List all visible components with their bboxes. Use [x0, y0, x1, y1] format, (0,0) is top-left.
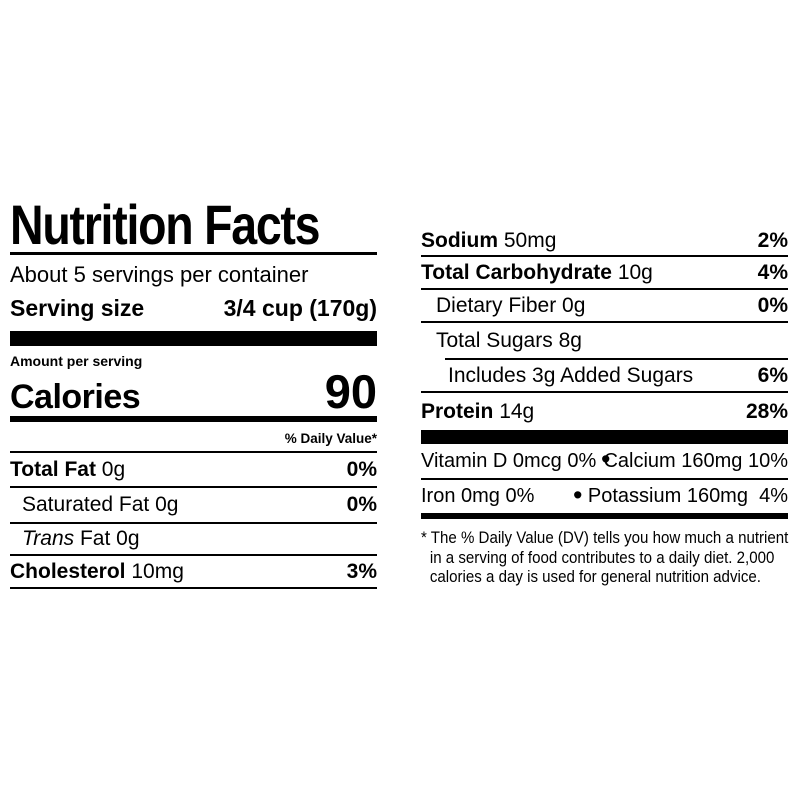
- nutrient-name: Includes 3g Added Sugars: [448, 363, 694, 387]
- micronutrient-row-1: Vitamin D 0mcg 0% • Calcium 160mg 10%: [421, 444, 788, 480]
- nutrient-amount: 10g: [617, 260, 653, 284]
- nutrient-row-sodium: Sodium 50mg 2%: [421, 226, 788, 257]
- nutrient-amount: 0g: [101, 457, 126, 481]
- serving-size-value: 3/4 cup (170g): [223, 295, 377, 321]
- nutrient-row-protein: Protein 14g 28%: [421, 393, 788, 430]
- nutrient-name: Total Sugars: [436, 328, 553, 352]
- nutrient-name: Saturated Fat: [22, 493, 150, 516]
- nutrient-row-cholesterol: Cholesterol 10mg 3%: [10, 554, 377, 589]
- footnote-line: in a serving of food contributes to a da…: [429, 547, 775, 567]
- nutrient-dv: 6%: [757, 363, 788, 387]
- nutrient-name: Fat: [79, 527, 111, 550]
- thick-divider-bar: [421, 430, 788, 444]
- amount-per-serving-label: Amount per serving: [10, 353, 143, 369]
- nutrient-amount: 0g: [562, 293, 586, 317]
- nutrient-table-left: Total Fat 0g 0% Saturated Fat 0g 0% Tran…: [10, 451, 377, 589]
- nutrient-dv: 3%: [346, 559, 377, 583]
- serving-size-label: Serving size: [10, 295, 145, 321]
- label-title: Nutrition Facts: [10, 193, 321, 256]
- calories-value: 90: [324, 365, 377, 418]
- micronutrient-left: Iron 0mg 0%: [421, 485, 535, 507]
- micronutrient-left: Vitamin D 0mcg 0%: [421, 449, 597, 472]
- nutrient-dv: 0%: [346, 493, 377, 516]
- micronutrient-row-2: Iron 0mg 0% • Potassium 160mg 4%: [421, 480, 788, 513]
- nutrient-row-total-fat: Total Fat 0g 0%: [10, 451, 377, 486]
- footnote-line: * The % Daily Value (DV) tells you how m…: [421, 528, 789, 547]
- nutrient-row-trans-fat: Trans Fat 0g: [10, 522, 377, 554]
- nutrient-dv: 28%: [745, 399, 788, 423]
- nutrient-dv: 0%: [346, 457, 377, 481]
- nutrient-row-total-carbohydrate: Total Carbohydrate 10g 4%: [421, 257, 788, 290]
- nutrient-amount: 0g: [116, 527, 140, 550]
- footnote-line: calories a day is used for general nutri…: [429, 567, 761, 586]
- label-left-column: Nutrition Facts About 5 servings per con…: [10, 193, 377, 589]
- nutrient-dv: 4%: [757, 260, 788, 284]
- bullet-icon: •: [601, 443, 611, 474]
- daily-value-footnote: * The % Daily Value (DV) tells you how m…: [421, 528, 788, 587]
- nutrient-dv: 0%: [757, 293, 788, 317]
- micronutrient-right: Calcium 160mg 10%: [603, 449, 788, 472]
- calories-row: Calories 90: [10, 365, 377, 418]
- label-title-rule: Nutrition Facts: [10, 193, 377, 256]
- nutrient-amount: 10mg: [131, 559, 184, 583]
- nutrient-name: Sodium: [421, 228, 498, 252]
- bullet-icon: •: [573, 479, 583, 510]
- nutrient-name: Total Carbohydrate: [421, 260, 612, 284]
- indented-divider-line: [445, 358, 788, 360]
- nutrient-row-dietary-fiber: Dietary Fiber 0g 0%: [421, 290, 788, 323]
- nutrient-row-total-sugars: Total Sugars 8g: [421, 323, 788, 358]
- daily-value-header: % Daily Value*: [284, 431, 377, 446]
- micronutrient-right: Potassium 160mg 4%: [587, 485, 788, 507]
- nutrient-amount: 50mg: [503, 228, 557, 252]
- nutrient-row-saturated-fat: Saturated Fat 0g 0%: [10, 486, 377, 522]
- nutrient-name-italic: Trans: [22, 527, 75, 550]
- calories-label: Calories: [10, 378, 141, 416]
- nutrient-amount: 8g: [558, 328, 582, 352]
- label-right-column: Sodium 50mg 2% Total Carbohydrate 10g 4%…: [421, 226, 788, 587]
- thick-divider-bar: [10, 331, 377, 346]
- nutrient-dv: 2%: [757, 228, 788, 252]
- nutrient-amount: 0g: [155, 493, 179, 516]
- medium-divider-bar: [421, 513, 788, 519]
- nutrient-name: Cholesterol: [10, 559, 126, 583]
- nutrient-row-added-sugars: Includes 3g Added Sugars 6%: [421, 360, 788, 393]
- medium-divider-bar: [10, 416, 377, 422]
- serving-size-row: Serving size 3/4 cup (170g): [10, 295, 377, 321]
- nutrient-name: Dietary Fiber: [436, 293, 557, 317]
- nutrient-name: Total Fat: [10, 457, 96, 481]
- servings-per-container: About 5 servings per container: [10, 262, 309, 287]
- nutrient-amount: 14g: [499, 399, 535, 423]
- nutrient-name: Protein: [421, 399, 494, 423]
